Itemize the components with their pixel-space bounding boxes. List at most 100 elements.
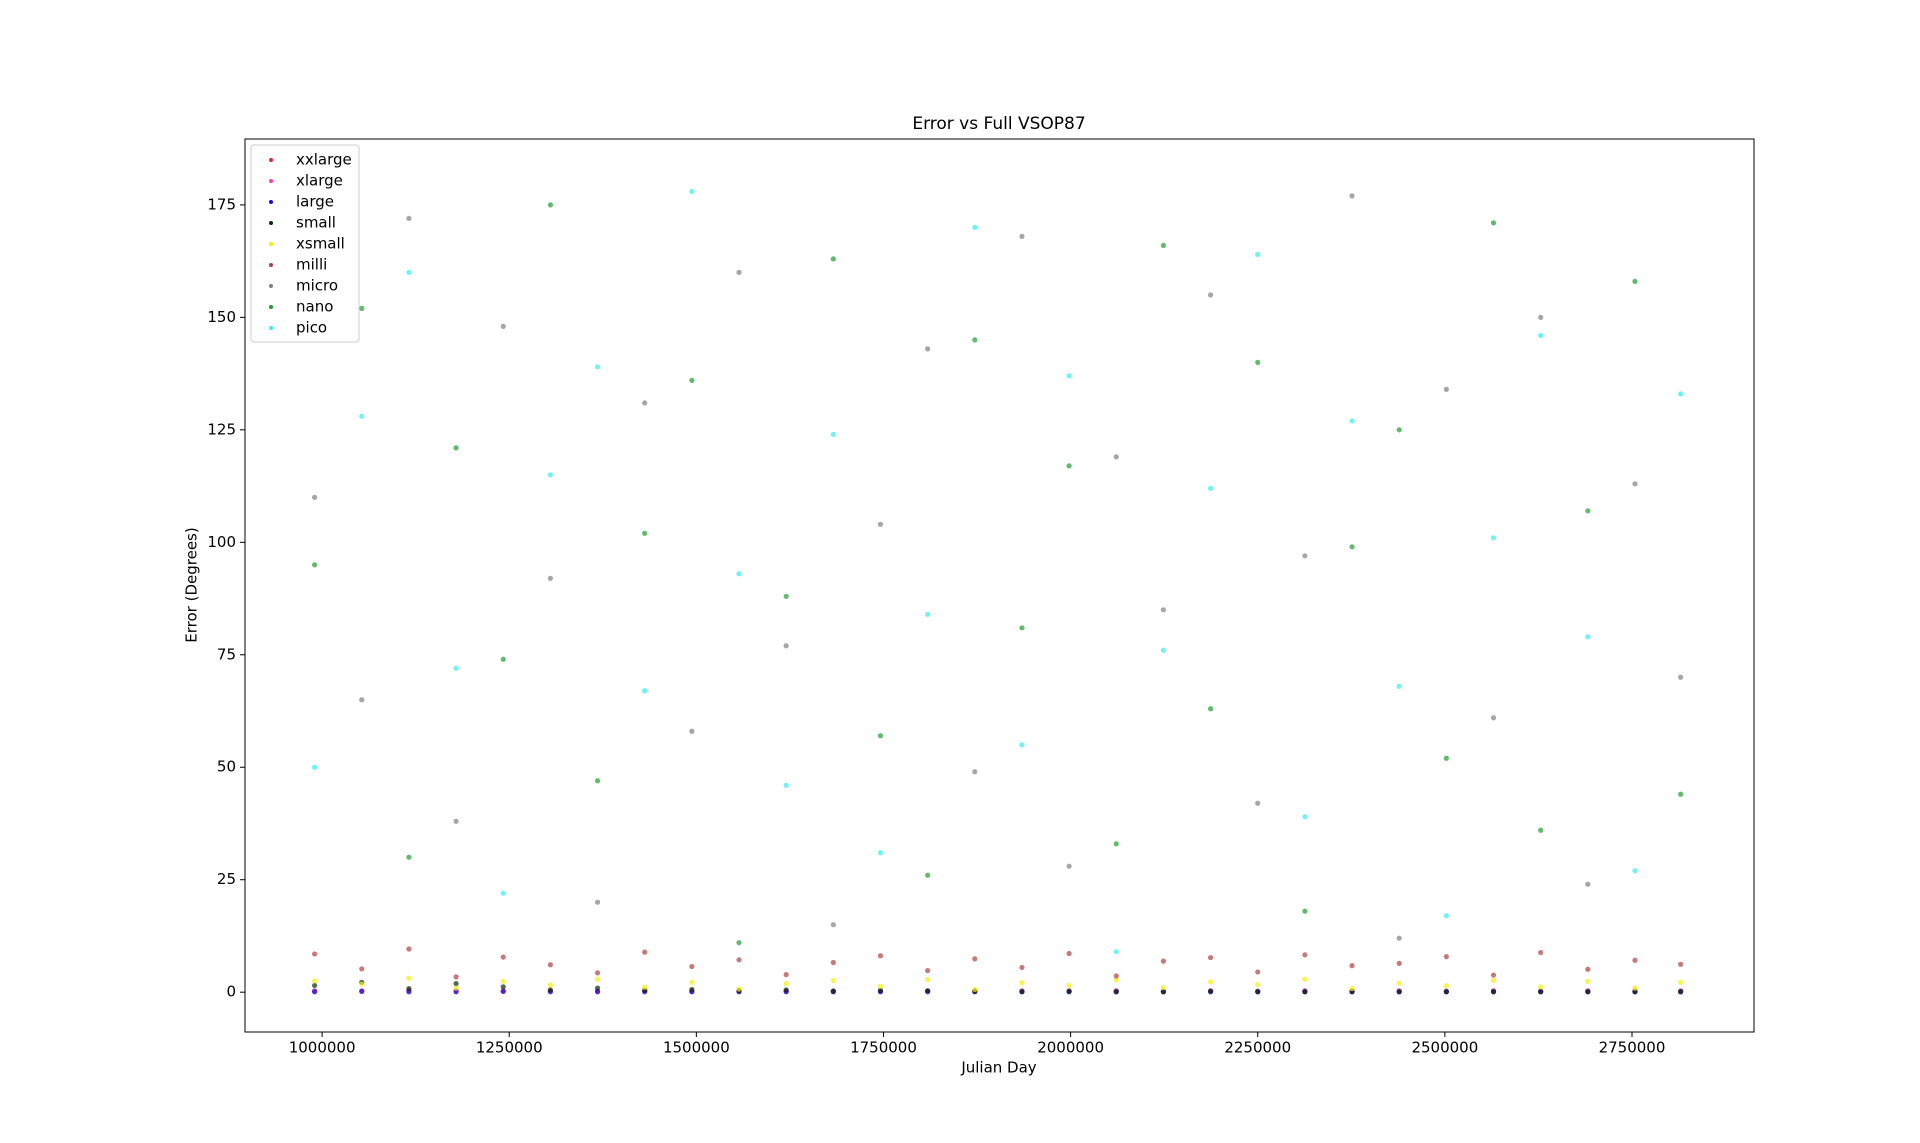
point: [453, 445, 459, 451]
point: [736, 986, 742, 992]
point: [453, 974, 459, 980]
legend-marker: [269, 179, 273, 183]
point: [312, 562, 318, 568]
y-tick-label: 175: [207, 195, 236, 213]
point: [1113, 977, 1119, 983]
point: [547, 982, 553, 988]
point: [1396, 960, 1402, 966]
series-points: [312, 979, 1684, 995]
point: [783, 643, 789, 649]
legend-marker: [269, 221, 273, 225]
point: [1585, 881, 1591, 887]
y-tick-label: 100: [207, 533, 236, 551]
point: [1113, 454, 1119, 460]
point: [500, 988, 506, 994]
point: [1538, 989, 1544, 995]
point: [1207, 988, 1214, 994]
series-points: [312, 988, 1684, 995]
point: [1019, 742, 1025, 748]
point: [1632, 481, 1638, 487]
y-tick-label: 150: [207, 308, 236, 326]
series-points: [312, 193, 1684, 941]
point: [312, 494, 318, 500]
point: [689, 986, 695, 993]
point: [1302, 989, 1308, 995]
point: [783, 593, 789, 599]
point: [642, 949, 648, 955]
point: [312, 978, 318, 984]
chart-title: Error vs Full VSOP87: [912, 114, 1085, 134]
point: [1207, 706, 1214, 712]
point: [1678, 674, 1684, 680]
point: [1207, 485, 1214, 491]
point: [642, 984, 648, 990]
point: [830, 256, 836, 262]
point: [312, 951, 318, 957]
point: [1207, 292, 1214, 298]
legend-label: large: [296, 193, 334, 211]
legend-marker: [269, 326, 273, 330]
point: [1349, 193, 1355, 199]
point: [1207, 979, 1214, 985]
point: [1066, 863, 1072, 869]
plot-frame: [244, 138, 1755, 1033]
point: [312, 764, 318, 770]
point: [1255, 800, 1261, 806]
point: [1490, 715, 1497, 721]
point: [1490, 977, 1497, 984]
point: [547, 575, 553, 581]
point: [1255, 251, 1261, 257]
point: [1490, 220, 1497, 226]
point: [1349, 985, 1355, 992]
x-tick-label: 1750000: [850, 1039, 917, 1057]
point: [1632, 957, 1638, 963]
point: [1019, 625, 1025, 631]
x-tick-label: 1500000: [663, 1039, 730, 1057]
point: [1113, 989, 1119, 995]
legend-label: nano: [296, 298, 333, 316]
point: [689, 979, 695, 985]
point: [1538, 827, 1544, 833]
point: [1632, 278, 1638, 284]
y-tick-label: 50: [217, 758, 236, 776]
point: [925, 976, 931, 983]
legend-marker: [269, 284, 273, 288]
y-tick-label: 125: [207, 420, 236, 438]
point: [736, 940, 742, 946]
point: [925, 611, 931, 617]
point: [1255, 359, 1261, 365]
point: [500, 984, 506, 990]
point: [783, 981, 789, 987]
point: [406, 854, 412, 860]
point: [500, 890, 506, 896]
point: [1066, 950, 1072, 957]
legend-label: xlarge: [296, 172, 343, 190]
point: [594, 989, 601, 995]
point: [689, 963, 695, 970]
legend-marker: [269, 305, 273, 309]
point: [1302, 814, 1308, 820]
legend-box: [250, 144, 360, 343]
point: [1396, 989, 1402, 995]
series-points: [312, 988, 1684, 994]
legend-label: xxlarge: [296, 151, 352, 169]
series-points: [312, 188, 1684, 955]
point: [1160, 958, 1167, 964]
point: [1207, 954, 1214, 961]
legend-label: milli: [296, 256, 327, 274]
point: [642, 400, 648, 406]
point: [830, 431, 836, 437]
point: [1585, 989, 1591, 995]
legend-marker: [269, 158, 273, 162]
x-tick-label: 2500000: [1411, 1039, 1478, 1057]
point: [453, 985, 459, 991]
point: [547, 472, 553, 478]
point: [689, 377, 695, 383]
point: [1396, 935, 1402, 941]
x-tick-label: 2250000: [1224, 1039, 1291, 1057]
series-points: [312, 946, 1684, 980]
point: [1443, 386, 1449, 392]
point: [972, 956, 978, 962]
